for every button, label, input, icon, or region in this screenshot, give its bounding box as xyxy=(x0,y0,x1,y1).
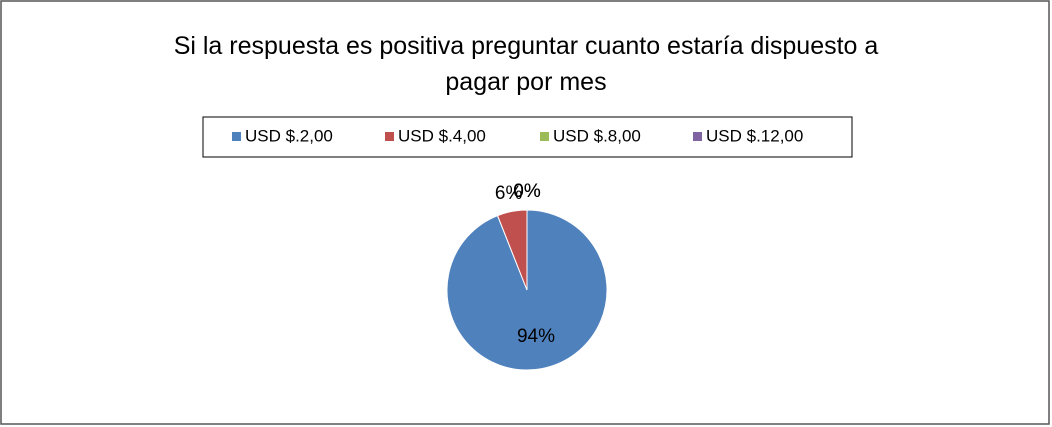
data-label: 0% xyxy=(513,181,541,202)
legend-box xyxy=(202,116,853,158)
chart-title: Si la respuesta es positiva preguntar cu… xyxy=(173,32,879,96)
legend-label: USD $.12,00 xyxy=(706,126,803,145)
data-label: 0% xyxy=(513,181,541,202)
legend-label: USD $.8,00 xyxy=(553,126,641,145)
legend-swatch xyxy=(540,132,549,141)
legend-swatch xyxy=(232,132,241,141)
legend-swatch xyxy=(693,132,702,141)
legend-swatch xyxy=(385,132,394,141)
data-label: 6% xyxy=(495,183,523,204)
legend-label: USD $.2,00 xyxy=(245,126,333,145)
data-label: 94% xyxy=(517,326,555,347)
legend-label: USD $.4,00 xyxy=(398,126,486,145)
